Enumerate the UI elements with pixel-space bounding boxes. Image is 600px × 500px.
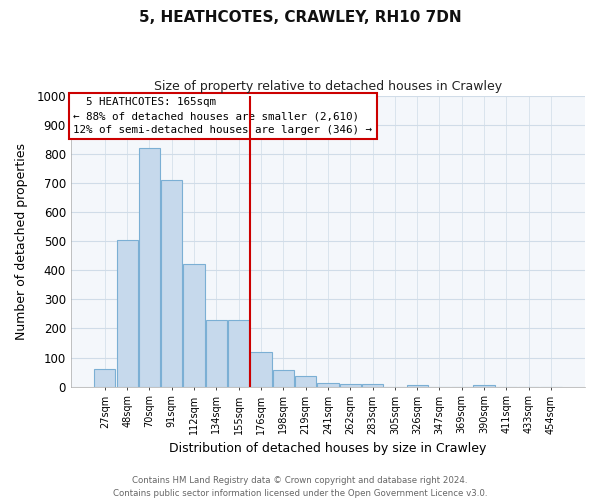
Bar [206, 320, 227, 386]
Bar [184, 264, 205, 386]
Bar [250, 352, 272, 386]
Text: 5 HEATHCOTES: 165sqm  
← 88% of detached houses are smaller (2,610)
12% of semi-: 5 HEATHCOTES: 165sqm ← 88% of detached h… [73, 97, 373, 135]
Bar [94, 369, 115, 386]
Bar [116, 240, 137, 386]
Bar [228, 320, 249, 386]
Text: 5, HEATHCOTES, CRAWLEY, RH10 7DN: 5, HEATHCOTES, CRAWLEY, RH10 7DN [139, 10, 461, 25]
Bar [340, 384, 361, 386]
Y-axis label: Number of detached properties: Number of detached properties [15, 142, 28, 340]
Bar [161, 180, 182, 386]
Bar [139, 148, 160, 386]
Bar [407, 385, 428, 386]
X-axis label: Distribution of detached houses by size in Crawley: Distribution of detached houses by size … [169, 442, 487, 455]
Title: Size of property relative to detached houses in Crawley: Size of property relative to detached ho… [154, 80, 502, 93]
Bar [272, 370, 294, 386]
Text: Contains HM Land Registry data © Crown copyright and database right 2024.
Contai: Contains HM Land Registry data © Crown c… [113, 476, 487, 498]
Bar [473, 385, 494, 386]
Bar [362, 384, 383, 386]
Bar [317, 383, 338, 386]
Bar [295, 376, 316, 386]
